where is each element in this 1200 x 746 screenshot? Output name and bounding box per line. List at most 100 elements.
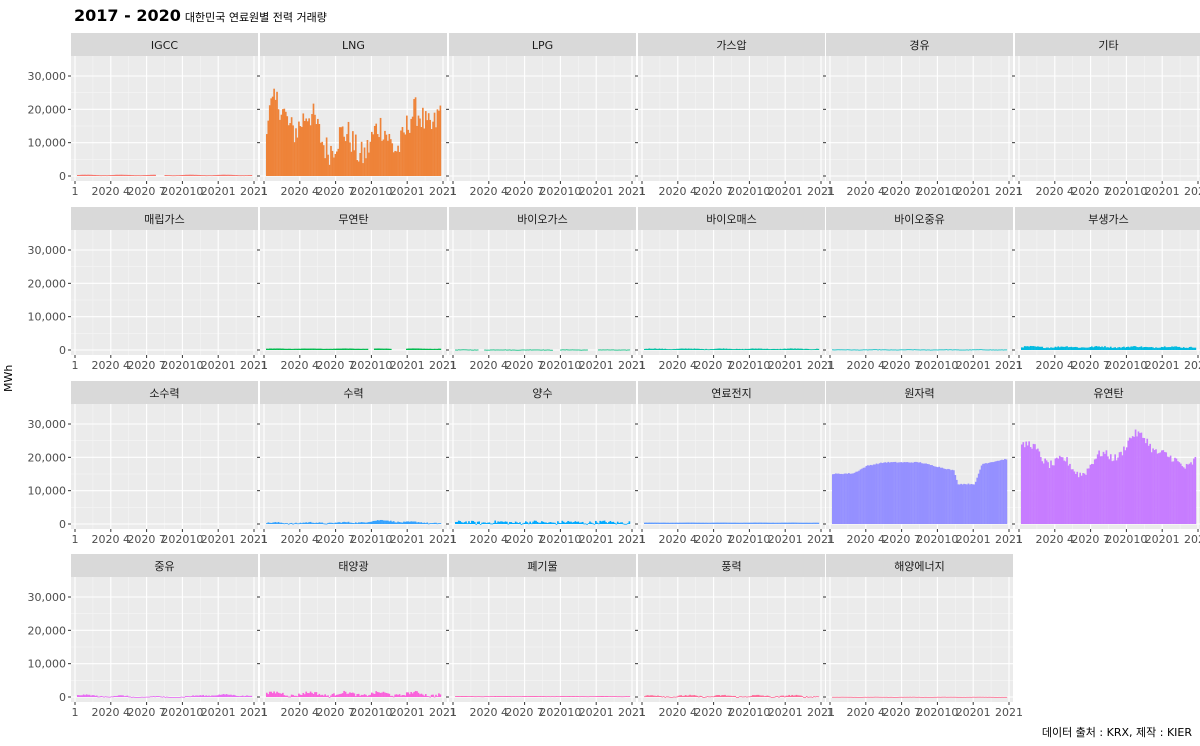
data-bar [864,467,866,524]
data-bar [221,694,224,697]
data-bar [580,349,583,351]
data-bar [788,694,791,697]
y-tick-label: 30,000 [28,591,67,604]
data-bar [651,348,653,350]
data-bar [996,460,999,524]
data-bar [475,696,478,698]
data-bar [373,693,376,697]
data-bar [893,349,895,351]
data-bar [884,349,887,351]
data-bar [1102,347,1105,350]
data-bar [523,522,526,524]
data-bar [151,174,154,176]
data-bar [363,147,366,176]
data-bar [1035,449,1038,524]
data-bar [182,174,184,176]
data-bar [1175,346,1178,350]
x-tick-label: 2020 4 [659,533,698,546]
data-bar [807,348,809,350]
x-tick-label: 2020 7 [127,706,166,719]
data-bar [1080,347,1083,350]
facet-strip-label: 원자력 [904,387,934,400]
data-bar [237,696,240,697]
data-bar [186,696,189,697]
data-bar [407,129,410,176]
data-bar [192,174,194,176]
data-bar [135,175,137,177]
x-tick-label: 2020 7 [127,533,166,546]
data-bar [1005,349,1008,351]
data-bar [950,696,952,698]
data-bar [381,140,383,176]
x-tick-label: 2020 4 [92,185,131,198]
data-bar [692,695,694,697]
data-bar [321,141,324,176]
data-bar [1177,461,1179,524]
data-bar [408,132,411,176]
data-bar [756,348,758,350]
data-bar [985,696,987,698]
facet-strip [260,381,447,404]
data-bar [403,132,405,176]
data-bar [514,349,517,351]
data-bar [120,695,123,697]
data-bar [664,348,667,350]
data-bar [410,348,413,350]
data-bar [684,522,687,524]
data-bar [1190,462,1192,524]
data-bar [808,696,811,698]
data-bar [462,696,464,697]
data-bar [360,694,363,697]
data-bar [966,696,968,698]
data-bar [658,696,661,697]
data-bar [805,696,808,697]
data-bar [362,348,364,350]
data-bar [714,348,716,350]
x-tick-label: 2021 [240,533,268,546]
data-bar [972,349,974,351]
data-bar [215,175,218,176]
data-bar [532,349,534,351]
data-bar [125,695,127,697]
data-bar [600,696,603,697]
data-bar [219,174,222,176]
data-bar [523,349,526,351]
data-bar [1066,346,1068,350]
data-bar [778,522,780,524]
data-bar [170,697,172,698]
data-bar [1080,475,1083,524]
data-bar [407,348,410,350]
data-bar [708,696,710,698]
data-bar [977,696,980,698]
x-tick-label: 202010 [728,533,770,546]
data-bar [816,696,818,698]
data-bar [967,349,970,351]
data-bar [460,349,463,351]
data-bar [727,348,729,350]
data-bar [1101,456,1103,524]
x-tick-label: 2021 [807,706,835,719]
data-bar [1037,346,1039,350]
data-bar [479,524,482,525]
data-bar [343,136,345,176]
data-bar [687,695,690,697]
data-bar [426,120,429,176]
data-bar [801,522,804,524]
data-bar [530,696,533,697]
data-bar [511,522,514,524]
data-bar [1034,444,1036,524]
data-bar [541,521,543,524]
data-bar [271,522,274,524]
data-bar [894,696,897,698]
data-bar [960,696,962,698]
x-tick-label: 1 [1016,185,1023,198]
data-bar [867,696,869,698]
data-bar [362,694,364,697]
data-bar [507,696,510,697]
data-bar [378,520,380,524]
data-bar [85,694,88,697]
data-bar [109,175,111,176]
data-bar [1114,347,1116,350]
data-bar [543,522,546,524]
data-bar [400,130,402,176]
